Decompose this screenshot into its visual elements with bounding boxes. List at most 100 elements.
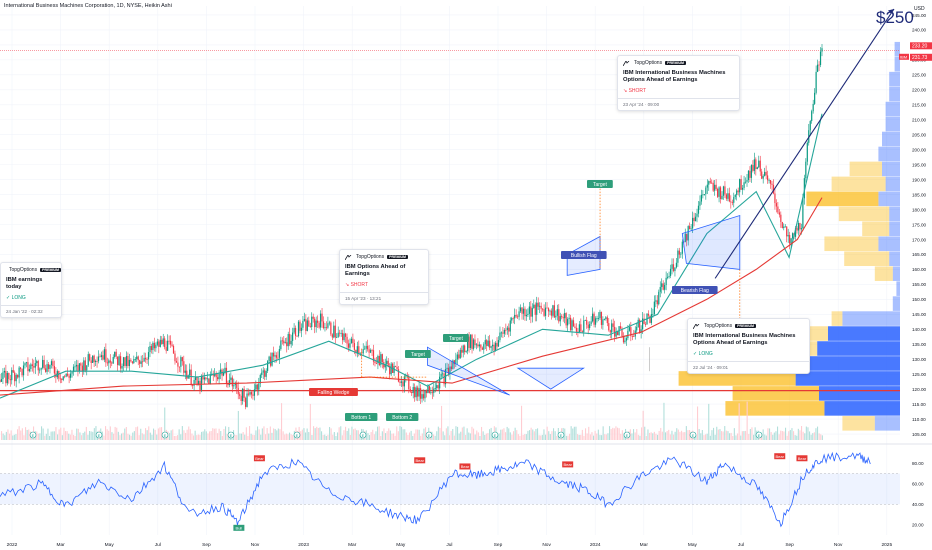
volume-bar xyxy=(621,430,623,440)
volume-bar xyxy=(593,435,595,440)
idea-card-4[interactable]: TopgOptions PREMIUM IBM International Bu… xyxy=(687,318,810,374)
volume-bar xyxy=(324,434,326,440)
price-tick-label: 130.00 xyxy=(912,357,926,362)
volume-bar xyxy=(703,435,705,440)
volume-bar xyxy=(335,435,337,440)
last-price-tag: 233.20 xyxy=(912,43,928,49)
candle-body xyxy=(430,392,432,394)
volume-bar xyxy=(517,434,519,440)
volume-profile-up-bar xyxy=(842,416,875,431)
card-direction: ↘ SHORT xyxy=(623,88,647,94)
candle-body xyxy=(309,326,311,328)
candle-body xyxy=(374,361,376,364)
candle-body xyxy=(342,333,344,341)
candle-body xyxy=(247,393,250,395)
candle-body xyxy=(318,322,320,328)
candle-body xyxy=(305,319,307,331)
volume-bar xyxy=(503,428,505,440)
volume-bar xyxy=(801,426,803,440)
earnings-marker-text: E xyxy=(98,433,101,438)
candle-body xyxy=(375,363,378,364)
volume-bar xyxy=(705,434,707,440)
premium-badge: PREMIUM xyxy=(735,324,757,328)
card-time: 15 Apr '23 · 13:21 xyxy=(340,292,428,304)
candle-body xyxy=(12,370,14,373)
candle-body xyxy=(146,359,148,360)
volume-bar xyxy=(325,435,327,440)
card-direction: ↘ SHORT xyxy=(345,282,369,288)
volume-bar xyxy=(716,426,718,440)
idea-card-3[interactable]: TopgOptions PREMIUM IBM International Bu… xyxy=(617,55,740,111)
card-time: 24 Jan '22 · 02:32 xyxy=(1,305,61,317)
earnings-marker-text: E xyxy=(296,433,299,438)
volume-bar xyxy=(737,433,739,440)
candle-body xyxy=(592,313,594,322)
candle-body xyxy=(124,357,126,366)
candle-body xyxy=(174,353,176,362)
volume-bar xyxy=(257,426,259,440)
candle-body xyxy=(528,306,530,314)
candle-body xyxy=(819,51,822,65)
volume-bar xyxy=(186,429,188,440)
candle-body xyxy=(230,377,232,381)
volume-bar xyxy=(124,428,126,440)
volume-profile-down-bar xyxy=(824,401,900,416)
candle-body xyxy=(693,217,695,221)
volume-bar xyxy=(607,433,609,440)
volume-bar xyxy=(42,428,44,440)
volume-bar xyxy=(12,435,14,440)
volume-bar xyxy=(778,434,780,440)
candle-body xyxy=(503,330,505,334)
volume-bar xyxy=(580,434,582,440)
volume-bar xyxy=(565,435,567,440)
volume-bar xyxy=(412,435,414,440)
time-tick-label: 2024 xyxy=(590,542,601,548)
candle-body xyxy=(437,385,439,389)
volume-bar xyxy=(93,428,95,440)
volume-bar xyxy=(420,435,422,440)
candle-body xyxy=(556,309,558,316)
candle-body xyxy=(640,329,642,333)
volume-bar xyxy=(471,426,473,440)
volume-bar xyxy=(114,426,116,440)
volume-bar xyxy=(73,434,75,440)
candle-body xyxy=(212,373,214,376)
candle-body xyxy=(277,357,279,359)
idea-card-2[interactable]: TopgOptions PREMIUM IBM Options Ahead of… xyxy=(339,249,429,305)
candle-body xyxy=(271,352,273,366)
earnings-marker xyxy=(359,431,367,439)
candle-body xyxy=(755,159,757,170)
volume-bar xyxy=(276,430,278,440)
rsi-tick-label: 60.00 xyxy=(912,482,924,487)
volume-bar xyxy=(469,433,471,440)
candle-body xyxy=(272,352,275,357)
candle-body xyxy=(184,370,186,373)
candle-body xyxy=(287,333,289,347)
candle-body xyxy=(414,387,416,398)
idea-card-1[interactable]: TopgOptions PREMIUM IBM earnings today ✓… xyxy=(0,262,62,318)
candle-body xyxy=(774,193,776,204)
candle-body xyxy=(356,346,358,353)
volume-profile-down-bar xyxy=(889,221,900,237)
candle-body xyxy=(175,361,178,363)
candle-body xyxy=(721,195,723,200)
candle-body xyxy=(243,388,245,398)
volume-bar xyxy=(370,431,372,440)
candle-body xyxy=(662,283,664,290)
candle-body xyxy=(487,340,489,346)
volume-bar xyxy=(220,431,222,440)
volume-bar xyxy=(524,434,526,440)
volume-bar xyxy=(679,431,681,440)
volume-bar xyxy=(175,435,177,440)
candle-body xyxy=(278,349,280,358)
candle-body xyxy=(700,194,703,202)
volume-bar xyxy=(317,428,319,440)
volume-bar xyxy=(417,429,419,440)
candle-body xyxy=(725,194,728,199)
bullish-flag-label: Bullish Flag xyxy=(571,253,597,259)
candle-body xyxy=(694,216,697,221)
volume-bar xyxy=(596,433,598,440)
candle-body xyxy=(193,380,195,386)
price-tick-label: 150.00 xyxy=(912,297,926,302)
